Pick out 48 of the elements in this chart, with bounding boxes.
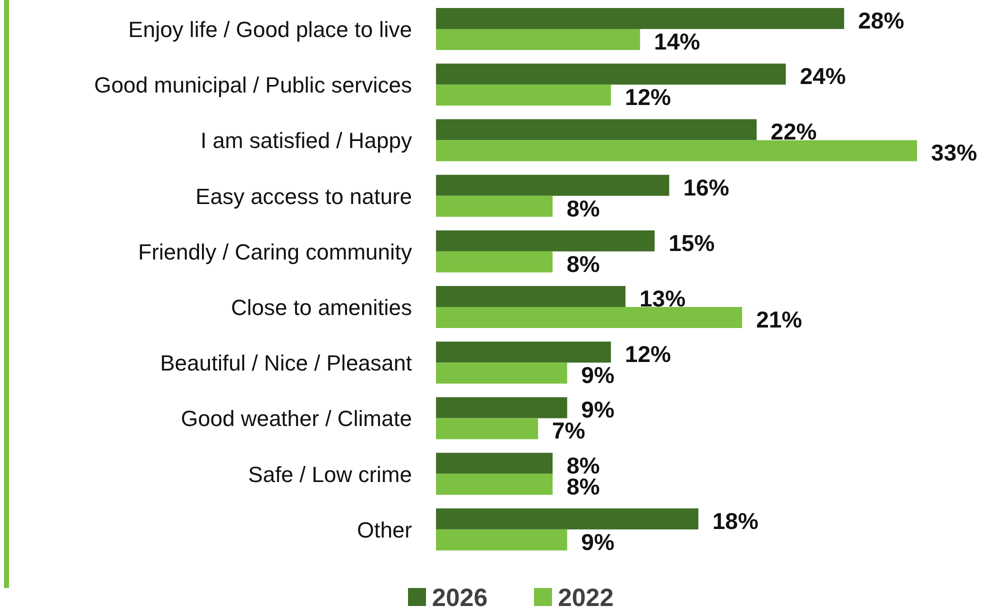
data-label: 9% bbox=[581, 528, 614, 555]
bar bbox=[436, 64, 786, 85]
data-label: 24% bbox=[800, 63, 846, 90]
data-label: 33% bbox=[931, 140, 978, 166]
data-label: 13% bbox=[639, 286, 686, 312]
bar bbox=[436, 397, 568, 418]
bar bbox=[436, 418, 538, 440]
bar bbox=[436, 508, 698, 530]
data-label: 8% bbox=[566, 250, 600, 277]
bar bbox=[436, 251, 553, 272]
y-tick-label: Beautiful / Nice / Pleasant bbox=[160, 350, 412, 376]
bar bbox=[436, 342, 611, 363]
data-label: 12% bbox=[624, 84, 671, 110]
data-label: 8% bbox=[566, 195, 600, 222]
bar bbox=[436, 196, 553, 217]
y-tick-label: Enjoy life / Good place to live bbox=[128, 17, 412, 42]
y-tick-label: Friendly / Caring community bbox=[138, 239, 412, 264]
legend-label: 2022 bbox=[558, 584, 614, 612]
bar bbox=[436, 307, 742, 328]
data-label: 16% bbox=[683, 174, 730, 200]
bar bbox=[436, 286, 626, 307]
bar bbox=[436, 140, 917, 162]
bar bbox=[436, 529, 568, 550]
y-tick-label: Easy access to nature bbox=[196, 184, 412, 209]
data-label: 12% bbox=[624, 341, 671, 368]
data-label: 22% bbox=[770, 118, 817, 145]
bar bbox=[436, 474, 553, 495]
y-tick-label: Good municipal / Public services bbox=[94, 72, 412, 98]
data-label: 14% bbox=[654, 28, 700, 54]
bar bbox=[436, 362, 568, 384]
data-label: 9% bbox=[581, 362, 614, 388]
bar bbox=[436, 119, 757, 140]
y-tick-label: Other bbox=[356, 517, 412, 542]
y-tick-label: Safe / Low crime bbox=[248, 462, 412, 487]
data-label: 15% bbox=[668, 230, 715, 256]
bar bbox=[436, 29, 640, 50]
bar bbox=[436, 8, 844, 29]
y-tick-label: I am satisfied / Happy bbox=[200, 128, 412, 154]
y-tick-label: Good weather / Climate bbox=[180, 406, 412, 432]
data-label: 21% bbox=[756, 306, 802, 332]
bar bbox=[436, 84, 611, 106]
bar bbox=[436, 230, 655, 252]
data-label: 18% bbox=[712, 508, 758, 534]
bar bbox=[436, 174, 670, 196]
bar bbox=[436, 452, 553, 474]
y-tick-label: Close to amenities bbox=[231, 295, 412, 320]
legend-label: 2026 bbox=[432, 584, 488, 612]
data-label: 28% bbox=[858, 8, 904, 34]
